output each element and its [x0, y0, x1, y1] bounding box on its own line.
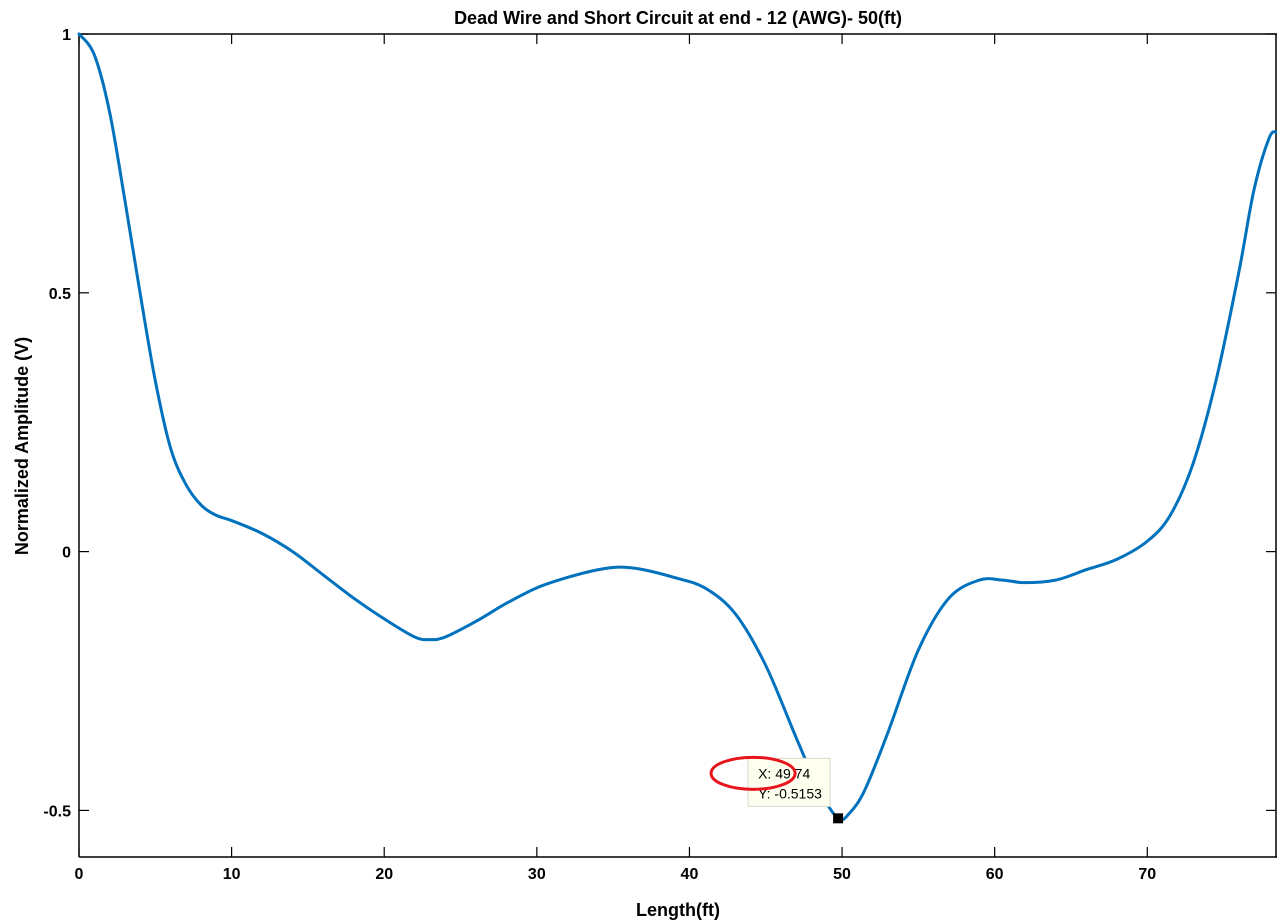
x-tick-label: 10 — [223, 866, 241, 883]
x-tick-label: 0 — [75, 866, 84, 883]
chart-title: Dead Wire and Short Circuit at end - 12 … — [454, 8, 902, 28]
x-axis-label: Length(ft) — [636, 900, 720, 920]
y-axis-label: Normalized Amplitude (V) — [12, 337, 32, 555]
datatip-x-text: X: 49.74 — [758, 765, 810, 781]
x-tick-label: 70 — [1138, 866, 1156, 883]
plot-area: 0 10 20 30 40 50 60 70 1 0.5 0 -0.5 X: 49.74 Y: -0.51… — [43, 27, 1277, 883]
x-tick-label: 20 — [375, 866, 393, 883]
y-tick-label: 0.5 — [49, 286, 71, 303]
x-tick-label: 30 — [528, 866, 546, 883]
datatip-marker — [833, 813, 844, 824]
y-tick-label: 1 — [62, 27, 71, 44]
datatip-highlight-ellipse — [709, 755, 797, 791]
datatip-y-text: Y: -0.5153 — [758, 785, 822, 801]
x-tick-label: 60 — [986, 866, 1004, 883]
x-tick-label: 50 — [833, 866, 851, 883]
x-tick-label: 40 — [681, 866, 699, 883]
series-line — [77, 32, 1277, 822]
y-tick-label: 0 — [62, 545, 71, 562]
y-tick-label: -0.5 — [43, 803, 71, 820]
